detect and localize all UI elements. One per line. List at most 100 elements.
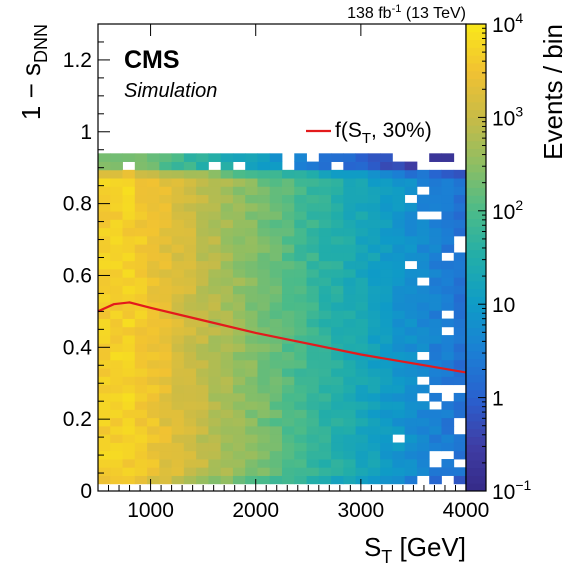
heatmap-cell xyxy=(429,244,442,253)
heatmap-cell xyxy=(98,285,111,295)
heatmap-cell xyxy=(294,310,307,319)
heatmap-cell xyxy=(404,368,418,377)
heatmap-cell xyxy=(294,202,307,212)
heatmap-cell xyxy=(380,425,393,435)
x-tick-label: 1000 xyxy=(127,499,174,522)
heatmap-cell xyxy=(306,335,320,344)
heatmap-cell xyxy=(110,194,123,204)
heatmap-cell xyxy=(122,434,136,443)
heatmap-cell xyxy=(282,376,295,386)
heatmap-cell xyxy=(392,211,406,220)
heatmap-cell xyxy=(392,202,406,212)
colorbar-segment xyxy=(466,55,486,64)
heatmap-cell xyxy=(355,186,369,196)
heatmap-cell xyxy=(269,318,283,328)
heatmap-cell xyxy=(441,293,455,303)
heatmap-cell xyxy=(134,186,148,196)
heatmap-cell xyxy=(110,219,123,229)
heatmap-cell xyxy=(245,368,258,377)
heatmap-cell xyxy=(122,260,136,270)
heatmap-cell xyxy=(110,186,123,196)
heatmap-cell xyxy=(147,260,160,270)
heatmap-cell xyxy=(453,293,466,303)
heatmap-cell xyxy=(208,244,222,253)
heatmap-cell xyxy=(343,277,356,286)
heatmap-cell xyxy=(134,252,148,262)
heatmap-cell xyxy=(232,219,246,229)
heatmap-cell xyxy=(453,376,466,386)
heatmap-cell xyxy=(159,318,172,328)
heatmap-cell xyxy=(306,252,320,262)
colorbar-segment xyxy=(466,311,486,321)
heatmap-cell xyxy=(98,459,111,468)
heatmap-cell xyxy=(343,318,356,328)
heatmap-cell xyxy=(122,467,136,476)
heatmap-cell xyxy=(380,293,393,303)
heatmap-cell xyxy=(171,335,185,344)
heatmap-cell xyxy=(147,351,160,361)
heatmap-cell xyxy=(404,376,418,386)
heatmap-cell xyxy=(257,417,271,427)
heatmap-cell xyxy=(294,178,307,187)
heatmap-cell xyxy=(318,227,332,237)
heatmap-cell xyxy=(453,442,466,452)
colorbar-segment xyxy=(466,389,486,399)
colorbar-segment xyxy=(466,483,486,492)
heatmap-cell xyxy=(392,459,406,468)
heatmap-cell xyxy=(343,425,356,435)
heatmap-cell xyxy=(98,351,111,361)
heatmap-cell xyxy=(318,442,332,452)
heatmap-cell xyxy=(220,161,234,171)
heatmap-cell xyxy=(429,442,442,452)
heatmap-cell xyxy=(257,326,271,336)
heatmap-cell xyxy=(392,335,406,344)
heatmap-cell xyxy=(331,153,344,162)
heatmap-cell xyxy=(171,260,185,270)
heatmap-cell xyxy=(367,318,381,328)
heatmap-cell xyxy=(343,310,356,319)
heatmap-cell xyxy=(232,277,246,286)
heatmap-cell xyxy=(404,269,418,278)
heatmap-cell xyxy=(134,409,148,419)
heatmap-cell xyxy=(147,326,160,336)
heatmap-cell xyxy=(367,219,381,229)
heatmap-cell xyxy=(416,318,430,328)
heatmap-cell xyxy=(159,442,172,452)
heatmap-cell xyxy=(355,335,369,344)
heatmap-cell xyxy=(404,326,418,336)
heatmap-cell xyxy=(282,392,295,402)
heatmap-cell xyxy=(122,293,136,303)
heatmap-cell xyxy=(441,335,455,344)
heatmap-cell xyxy=(171,343,185,353)
heatmap-cell xyxy=(392,194,406,204)
heatmap-cell xyxy=(196,277,209,286)
heatmap-cell xyxy=(404,219,418,229)
heatmap-cell xyxy=(183,401,197,410)
sublabel: Simulation xyxy=(124,80,217,102)
legend-label: f(ST, 30%) xyxy=(335,119,432,147)
colorbar: 10−1 1 10 102 103 104 xyxy=(466,10,532,504)
heatmap-cell xyxy=(147,194,160,204)
y-tick-label: 0.8 xyxy=(63,193,92,216)
heatmap-cell xyxy=(159,235,172,245)
heatmap-cell xyxy=(282,459,295,468)
heatmap-cell xyxy=(282,326,295,336)
heatmap-cell xyxy=(331,392,344,402)
heatmap-cell xyxy=(453,269,466,278)
heatmap-cell xyxy=(306,442,320,452)
heatmap-cell xyxy=(429,335,442,344)
heatmap-cell xyxy=(159,244,172,253)
heatmap-cell xyxy=(196,269,209,278)
heatmap-cell xyxy=(159,252,172,262)
heatmap-cell xyxy=(134,269,148,278)
heatmap-cell xyxy=(245,252,258,262)
heatmap-cell xyxy=(171,459,185,468)
heatmap-cell xyxy=(306,227,320,237)
heatmap-cell xyxy=(183,467,197,476)
heatmap-cell xyxy=(196,293,209,303)
heatmap-cell xyxy=(159,376,172,386)
heatmap-cell xyxy=(318,260,332,270)
heatmap-cell xyxy=(122,202,136,212)
z-tick-label: 103 xyxy=(492,103,523,130)
heatmap-cell xyxy=(232,434,246,443)
